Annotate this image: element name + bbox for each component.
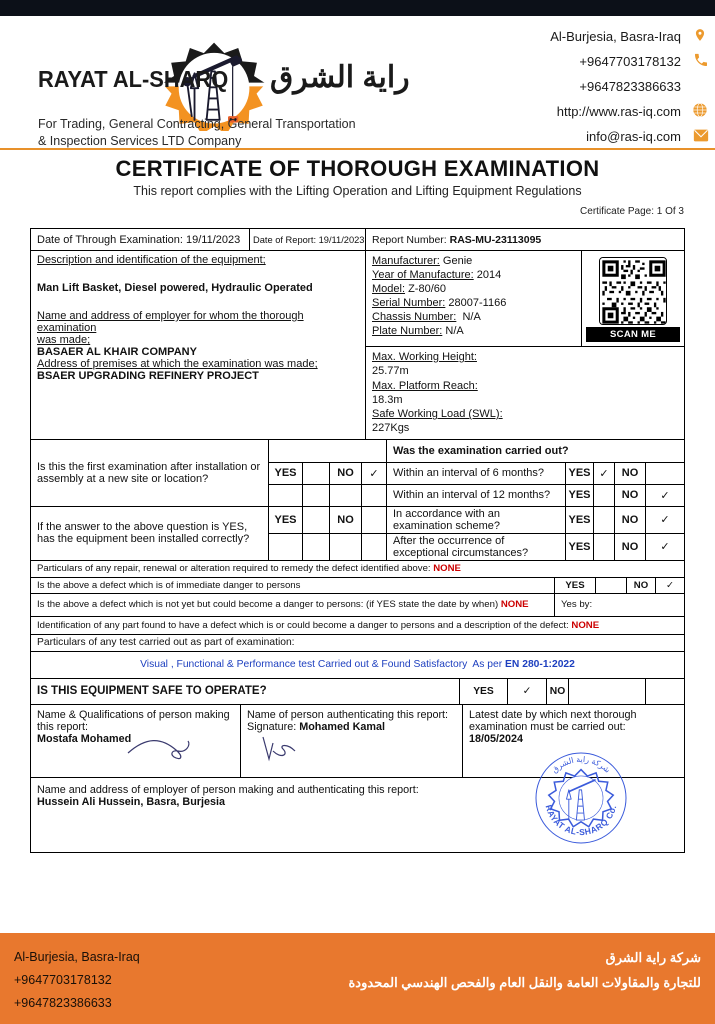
svg-text:شركة راية الشرق: شركة راية الشرق (550, 755, 612, 775)
